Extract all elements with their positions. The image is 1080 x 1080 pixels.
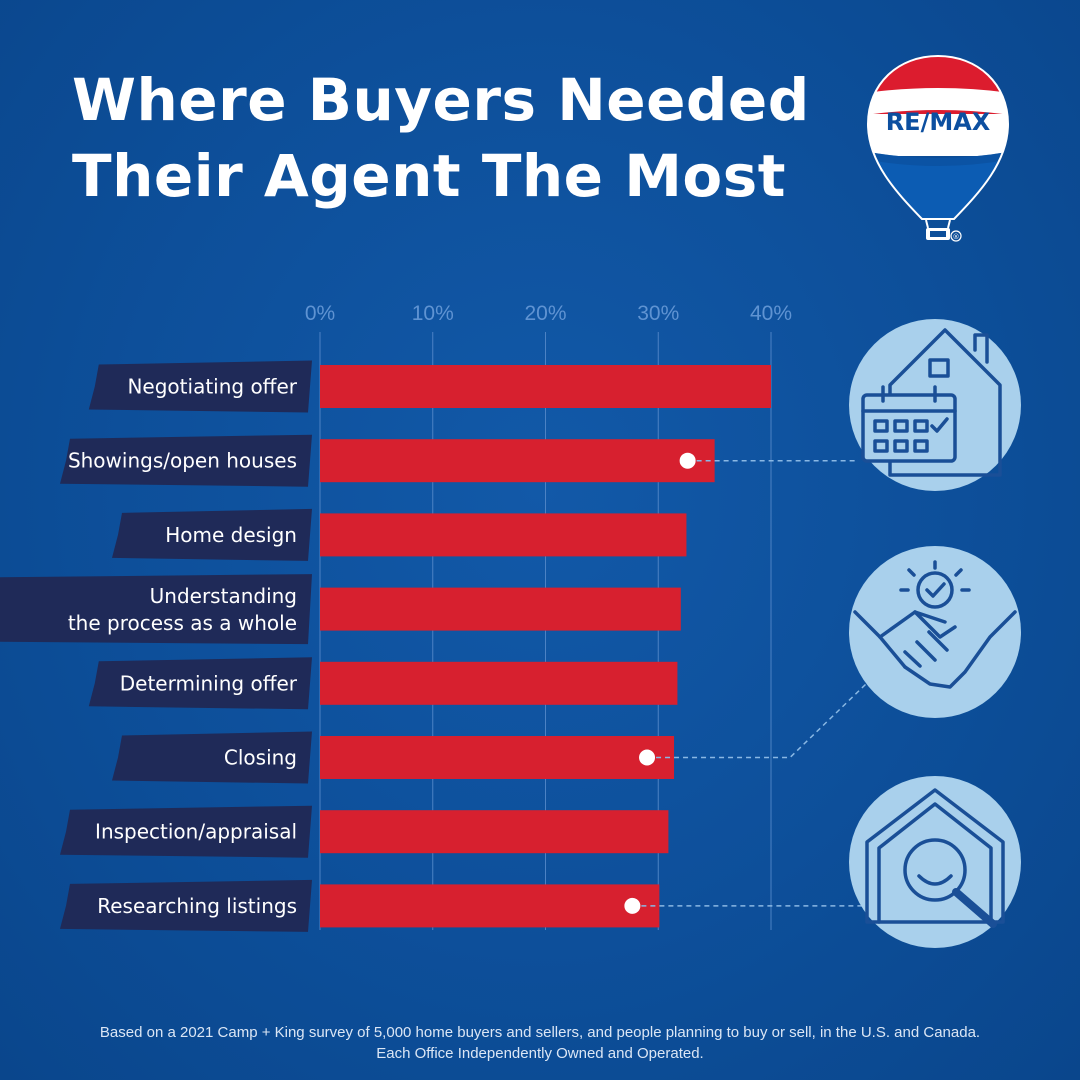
handshake-icon <box>849 546 1021 718</box>
x-tick-label: 0% <box>305 302 335 325</box>
bar <box>320 810 669 854</box>
category-label-band <box>112 508 312 561</box>
x-tick-label: 20% <box>524 302 566 325</box>
category-label: Closing <box>224 746 297 770</box>
category-label-band <box>88 657 312 710</box>
bar <box>320 587 681 631</box>
bar <box>320 365 771 408</box>
callout-dot <box>624 897 641 914</box>
x-tick-label: 10% <box>412 302 454 325</box>
house-search-icon <box>849 776 1021 948</box>
callout-dot <box>639 749 656 766</box>
bar <box>320 884 660 928</box>
category-label: Determining offer <box>120 671 298 695</box>
category-label: Showings/open houses <box>68 449 297 473</box>
x-tick-label: 40% <box>750 302 792 325</box>
house-calendar-icon <box>849 319 1021 491</box>
bar <box>320 736 675 779</box>
category-label: Home design <box>165 523 297 547</box>
category-label: Understanding the process as a whole <box>68 584 297 635</box>
x-tick-label: 30% <box>637 302 679 325</box>
category-label: Researching listings <box>97 894 297 918</box>
category-label-band <box>0 574 312 645</box>
category-label-band <box>60 805 312 858</box>
callout-connector <box>647 683 867 759</box>
footnote: Based on a 2021 Camp + King survey of 5,… <box>0 1022 1080 1064</box>
footnote-line-1: Based on a 2021 Camp + King survey of 5,… <box>99 1024 981 1041</box>
bar <box>320 661 678 705</box>
category-label-band <box>112 731 312 784</box>
remax-balloon-logo: RE/MAX ® <box>866 54 1010 242</box>
bar-chart: 0% 10% 20% 30% 40% Negotiating offer Showings… <box>0 302 1021 948</box>
callout-dot <box>679 452 696 469</box>
category-label-band <box>88 360 312 413</box>
registered-mark: ® <box>953 233 960 241</box>
bar <box>320 439 715 483</box>
category-label-band <box>60 879 312 932</box>
category-label: Inspection/appraisal <box>95 820 297 844</box>
logo-text: RE/MAX <box>886 108 991 136</box>
footnote-line-2: Each Office Independently Owned and Oper… <box>376 1045 704 1062</box>
category-label-band <box>60 434 312 487</box>
bar <box>320 513 687 557</box>
title-line-1: Where Buyers Needed <box>72 66 810 134</box>
category-label: Negotiating offer <box>127 375 297 399</box>
page-title: Where Buyers Needed Their Agent The Most <box>72 62 810 214</box>
title-line-2: Their Agent The Most <box>72 142 787 210</box>
